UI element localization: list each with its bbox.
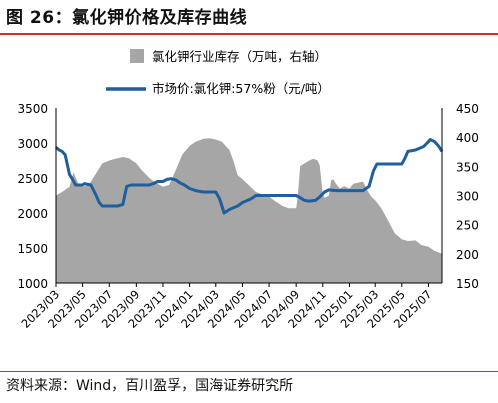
axes-layer: 1000 1500 2000 2500 3000 3500 150 200 250 300 350 4… — [17, 102, 478, 331]
left-tick-label: 2000 — [17, 207, 48, 221]
right-tick-label: 400 — [456, 131, 479, 145]
legend-line-label: 市场价:氯化钾:57%粉（元/吨） — [152, 81, 330, 96]
price-line — [54, 138, 444, 215]
right-tick-label: 200 — [456, 248, 479, 262]
line-layer — [54, 138, 444, 215]
right-tick-label: 450 — [456, 102, 479, 116]
chart: 1000 1500 2000 2500 3000 3500 150 200 250 300 350 4… — [17, 49, 479, 331]
legend-area-swatch — [130, 49, 144, 63]
source-rule — [0, 371, 498, 372]
left-tick-label: 1000 — [17, 277, 48, 291]
legend: 氯化钾行业库存（万吨，右轴） 市场价:氯化钾:57%粉（元/吨） — [106, 49, 330, 96]
source-note: 资料来源：Wind，百川盈孚，国海证券研究所 — [6, 378, 294, 394]
right-tick-label: 150 — [456, 277, 479, 291]
inventory-area — [56, 138, 442, 283]
right-tick-label: 250 — [456, 219, 479, 233]
right-tick-label: 350 — [456, 160, 479, 174]
left-tick-label: 3000 — [17, 137, 48, 151]
area-layer — [56, 138, 442, 283]
title-rule — [0, 33, 498, 35]
left-tick-label: 2500 — [17, 172, 48, 186]
right-tick-label: 300 — [456, 190, 479, 204]
figure-title: 图 26：氯化钾价格及库存曲线 — [6, 8, 248, 28]
left-tick-label: 1500 — [17, 242, 48, 256]
legend-area-label: 氯化钾行业库存（万吨，右轴） — [152, 49, 327, 64]
left-tick-label: 3500 — [17, 102, 48, 116]
